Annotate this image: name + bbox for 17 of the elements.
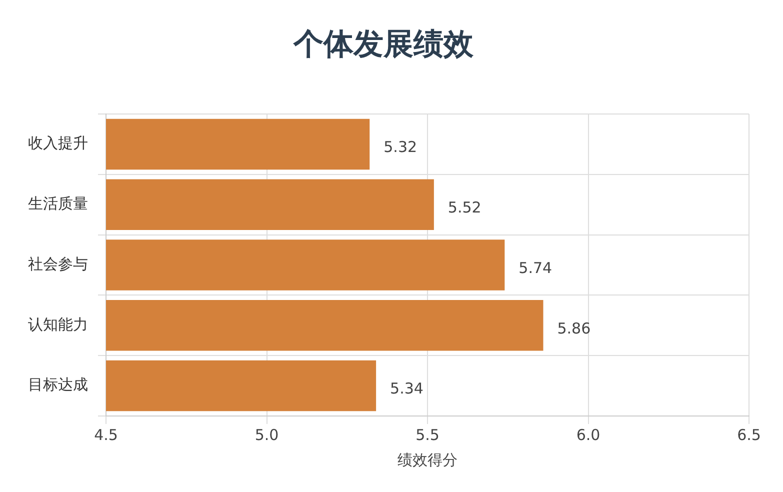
x-axis-title: 绩效得分 xyxy=(398,450,458,469)
y-tick-label: 收入提升 xyxy=(28,134,88,152)
y-tick-label: 生活质量 xyxy=(28,194,88,212)
x-tick-label: 5.5 xyxy=(416,426,440,444)
data-label: 5.32 xyxy=(384,138,418,156)
chart-title: 个体发展绩效 xyxy=(292,26,474,62)
x-tick-label: 6.5 xyxy=(737,426,761,444)
y-tick-label: 认知能力 xyxy=(28,315,88,334)
data-label: 5.74 xyxy=(518,258,552,277)
data-label: 5.86 xyxy=(557,319,591,338)
data-label: 5.34 xyxy=(390,380,424,398)
y-tick-label: 目标达成 xyxy=(28,376,88,394)
data-label: 5.52 xyxy=(448,198,482,216)
x-tick-label: 6.0 xyxy=(576,426,600,444)
y-tick-label: 社会参与 xyxy=(28,254,88,273)
x-tick-label: 5.0 xyxy=(254,426,279,444)
x-tick-label: 4.5 xyxy=(94,426,118,444)
